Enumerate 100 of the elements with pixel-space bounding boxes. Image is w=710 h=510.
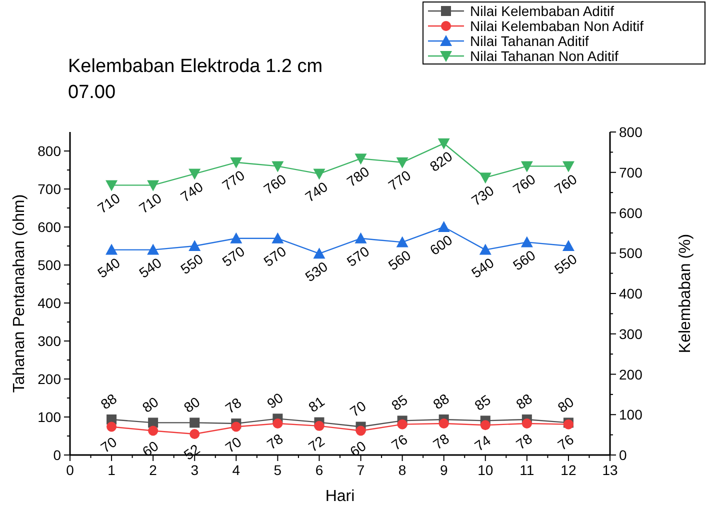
x-tick-label: 1	[108, 462, 116, 478]
y-tick-label: 0	[53, 447, 62, 463]
data-label: 540	[136, 254, 165, 281]
point	[356, 426, 366, 436]
data-label: 730	[468, 182, 497, 209]
point	[397, 419, 408, 430]
x-axis-title: Hari	[325, 488, 355, 505]
point	[106, 180, 118, 192]
data-label: 80	[180, 393, 203, 416]
point	[354, 232, 367, 244]
data-label: 760	[260, 170, 290, 198]
x-tick-label: 7	[356, 462, 365, 478]
y2-tick-label: 500	[619, 245, 643, 262]
y-axis-title: Tahanan Pentanahan (ohm)	[11, 194, 28, 393]
data-label: 780	[344, 163, 372, 190]
data-label: 80	[139, 393, 162, 416]
data-label: 710	[136, 190, 165, 216]
point	[520, 236, 533, 248]
y2-tick-label: 400	[619, 286, 643, 302]
data-label: 540	[468, 254, 497, 281]
x-tick-label: 4	[232, 462, 240, 478]
data-label: 80	[554, 393, 577, 416]
point	[314, 420, 324, 431]
point	[354, 154, 367, 165]
point	[562, 161, 574, 172]
x-tick-label: 10	[478, 462, 494, 478]
chart-title: Kelembaban Elektroda 1.2 cm	[68, 56, 323, 77]
chart-subtitle: 07.00	[68, 82, 116, 103]
legend-label: Nilai Kelembaban Non Aditif	[470, 18, 644, 34]
point	[230, 157, 242, 168]
legend-label: Nilai Tahanan Aditif	[470, 33, 589, 49]
data-label: 550	[551, 250, 580, 278]
point	[106, 422, 117, 432]
y2-tick-label: 0	[619, 447, 627, 463]
point	[272, 418, 283, 429]
data-label: 600	[426, 232, 456, 258]
data-label: 550	[178, 250, 206, 278]
x-tick-label: 11	[520, 462, 534, 478]
data-label: 570	[219, 242, 248, 270]
x-tick-label: 6	[315, 462, 324, 478]
x-tick-label: 8	[398, 462, 406, 478]
y2-tick-label: 200	[619, 366, 643, 382]
point	[231, 422, 242, 432]
data-label: 530	[302, 258, 331, 285]
y2-tick-label: 700	[619, 164, 643, 180]
y2-tick-label: 300	[619, 326, 643, 342]
data-label: 710	[94, 190, 123, 216]
point	[438, 138, 450, 150]
data-label: 88	[430, 390, 452, 412]
point	[479, 172, 492, 184]
data-label: 76	[388, 431, 411, 454]
data-label: 760	[510, 170, 538, 198]
y-tick-label: 500	[38, 257, 62, 273]
data-label: 820	[426, 148, 456, 175]
point	[438, 221, 450, 232]
data-label: 85	[472, 391, 494, 414]
point	[230, 232, 242, 244]
data-label: 70	[346, 398, 370, 420]
point	[396, 236, 408, 248]
x-tick-label: 0	[66, 462, 74, 478]
data-label: 74	[472, 432, 494, 454]
y2-tick-label: 100	[619, 406, 643, 423]
y2-tick-label: 600	[619, 204, 643, 221]
data-label: 81	[305, 393, 328, 416]
point	[396, 157, 408, 168]
y-tick-label: 600	[38, 219, 62, 235]
point	[272, 232, 284, 244]
point	[313, 168, 326, 180]
x-tick-label: 13	[602, 462, 618, 478]
data-label: 72	[305, 432, 328, 455]
y-tick-label: 400	[38, 295, 62, 311]
data-label: 770	[385, 166, 414, 194]
data-label: 760	[551, 170, 580, 198]
x-tick-label: 12	[560, 462, 576, 478]
point	[522, 418, 532, 429]
point	[188, 168, 201, 180]
data-label: 85	[388, 391, 411, 414]
point	[147, 180, 160, 192]
point	[147, 244, 160, 255]
data-label: 90	[264, 389, 286, 412]
point	[272, 161, 284, 172]
y-tick-label: 200	[38, 371, 62, 387]
data-label: 560	[385, 246, 414, 274]
data-label: 740	[178, 178, 206, 205]
data-label: 78	[513, 430, 536, 452]
y-tick-label: 300	[38, 333, 62, 349]
data-label: 76	[554, 431, 577, 454]
point	[148, 426, 158, 436]
data-label: 70	[98, 434, 120, 456]
x-tick-label: 9	[440, 462, 448, 478]
point	[190, 429, 200, 440]
point	[479, 244, 492, 255]
data-label: 88	[98, 390, 120, 412]
point	[190, 418, 200, 428]
legend-label: Nilai Tahanan Non Aditif	[470, 48, 619, 64]
data-label: 770	[219, 166, 248, 194]
x-tick-label: 5	[274, 462, 282, 478]
data-label: 740	[302, 178, 331, 205]
point	[438, 418, 449, 429]
data-label: 78	[264, 430, 286, 452]
